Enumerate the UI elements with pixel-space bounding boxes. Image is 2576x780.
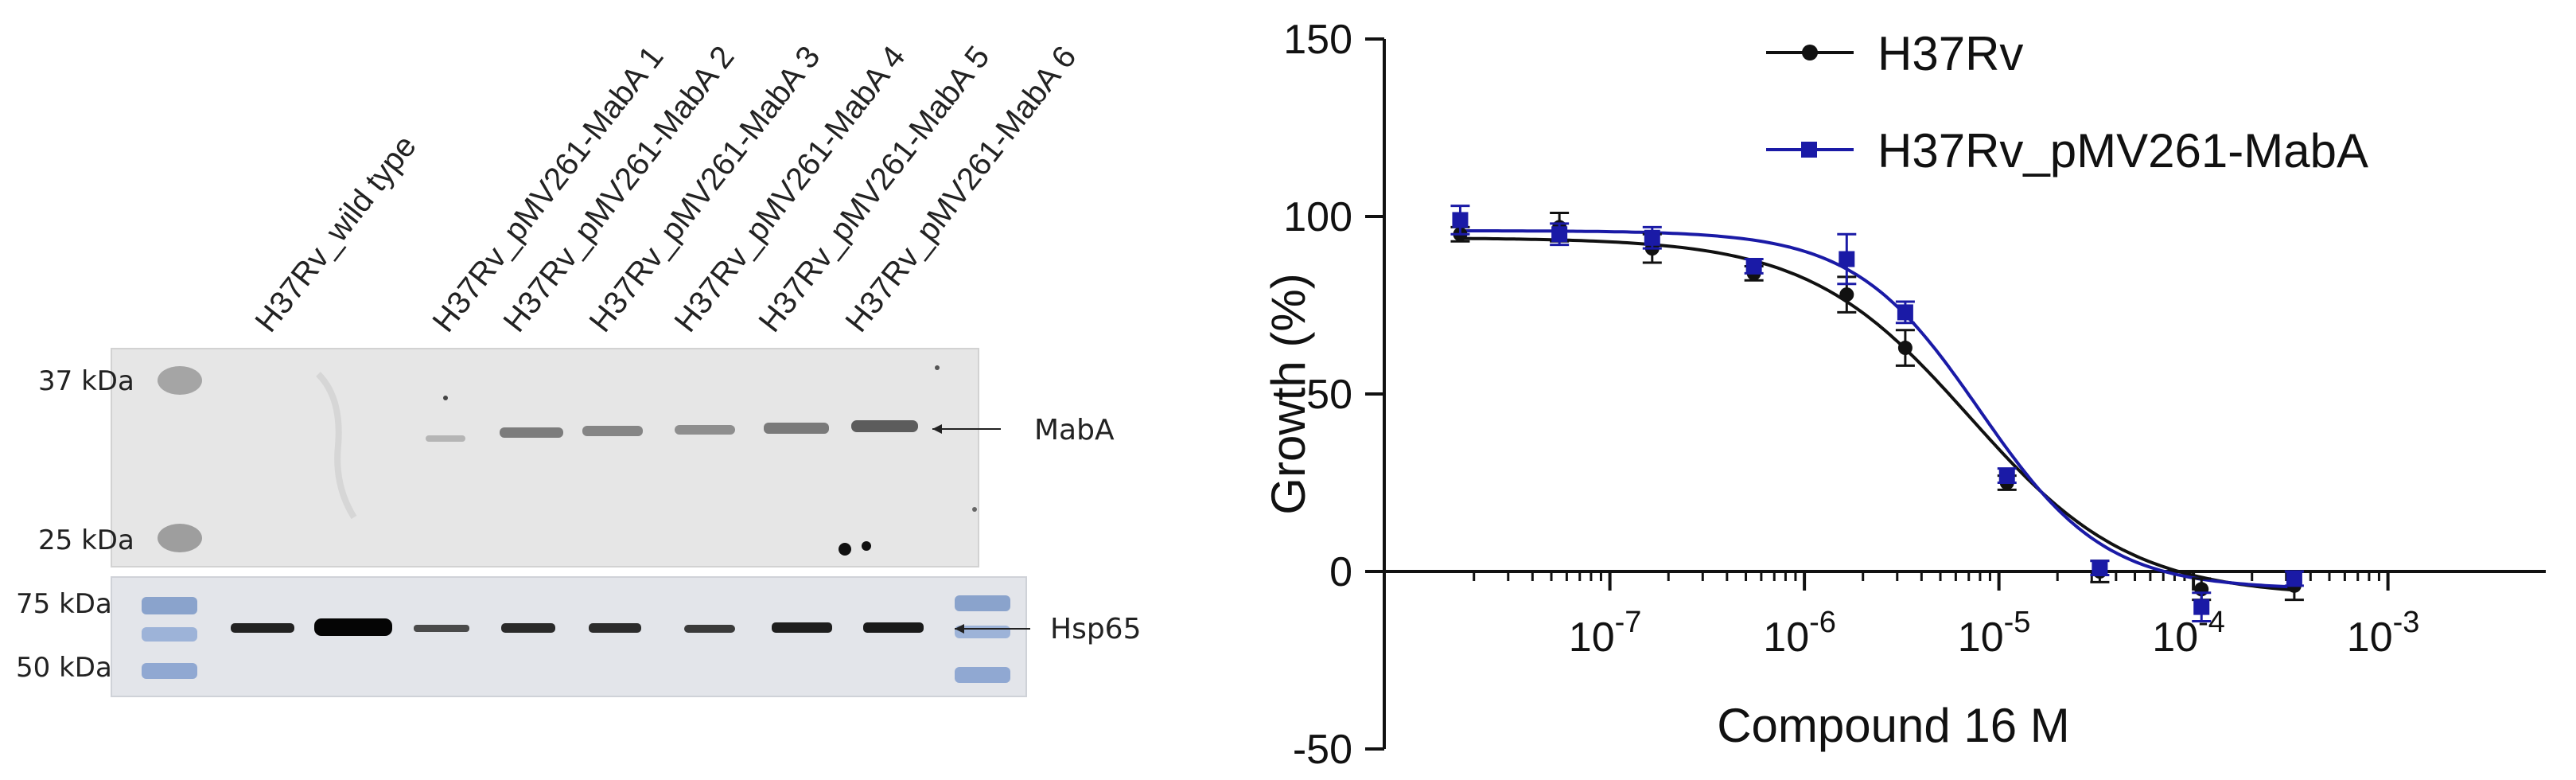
y-axis-title: Growth (%) (1262, 273, 1315, 514)
point-series-1-6 (1998, 467, 2015, 484)
chart-legend: H37Rv H37Rv_pMV261-MabA (1766, 27, 2368, 177)
point-series-0-5 (1897, 341, 1913, 356)
hsp65-band-1 (414, 625, 469, 632)
point-series-1-0 (1452, 212, 1469, 228)
legend-marker-0 (1802, 45, 1818, 60)
x-tick-label--6: 10-6 (1763, 606, 1836, 661)
mw-marker-50: 50 kDa (16, 652, 112, 684)
x-tick-label--4: 10-4 (2152, 606, 2225, 661)
point-series-1-8 (2193, 599, 2210, 615)
y-tick-label-0: 0 (1329, 549, 1352, 595)
hsp65-band-2 (501, 623, 555, 633)
mabA-band-4 (675, 425, 735, 435)
hsp65-band-wt (231, 623, 294, 633)
point-series-0-4 (1839, 287, 1854, 302)
mabA-band-6 (851, 420, 918, 432)
ladder-spot-25 (158, 524, 202, 552)
fit-curve-series-1 (1460, 229, 2294, 589)
point-series-1-9 (2286, 570, 2302, 587)
point-series-1-1 (1551, 226, 1568, 243)
hsp65-band-5 (772, 622, 832, 633)
blot-membrane-top (111, 349, 979, 567)
mw-marker-37: 37 kDa (38, 365, 134, 397)
mabA-band-2 (500, 427, 563, 438)
lane-label-wild-type: H37Rv_wild type (248, 129, 422, 339)
mabA-band-3 (582, 426, 643, 436)
mabA-band-5 (764, 423, 829, 434)
blot-membrane-bottom (111, 577, 1026, 696)
point-series-1-2 (1644, 229, 1660, 246)
legend-marker-1 (1801, 142, 1817, 158)
western-blot: H37Rv_wild type H37Rv_pMV261-MabA 1 H37R… (16, 40, 1142, 697)
x-tick-label--7: 10-7 (1569, 606, 1642, 661)
fit-curve-series-0 (1460, 236, 2295, 592)
hsp65-band-label: Hsp65 (1050, 613, 1142, 645)
point-series-1-4 (1839, 251, 1855, 267)
mw-marker-75: 75 kDa (16, 588, 112, 620)
y-tick-label-50: 50 (1306, 372, 1352, 418)
data-points (1450, 205, 2304, 622)
mabA-band-label: MabA (1034, 414, 1115, 447)
y-tick-label-150: 150 (1283, 17, 1352, 63)
hsp65-band-wt-2 (314, 618, 392, 636)
ladder-spot-37 (158, 366, 202, 395)
x-tick-label--3: 10-3 (2347, 606, 2420, 661)
mabA-band-1 (426, 435, 465, 442)
chart-axes: -50 0 50 100 150 10-7 10-6 10-5 10-4 10-3 (1283, 17, 2546, 773)
y-tick-label-100: 100 (1283, 194, 1352, 240)
hsp65-band-6 (863, 622, 924, 633)
point-series-1-5 (1897, 304, 1913, 321)
hsp65-band-3 (589, 623, 641, 633)
hsp65-band-4 (684, 625, 735, 633)
legend-label-1: H37Rv_pMV261-MabA (1878, 124, 2368, 177)
blot-panel-mabA: 37 kDa 25 kDa MabA (38, 348, 1115, 567)
point-series-1-3 (1745, 258, 1762, 275)
lane-labels: H37Rv_wild type H37Rv_pMV261-MabA 1 H37R… (248, 40, 1083, 339)
x-axis-title: Compound 16 M (1717, 699, 2070, 752)
x-tick-label--5: 10-5 (1958, 606, 2031, 661)
legend-label-0: H37Rv (1878, 27, 2023, 80)
fit-curves (1460, 229, 2295, 592)
y-tick-label--50: -50 (1293, 727, 1352, 773)
point-series-1-7 (2092, 560, 2108, 576)
blot-panel-hsp65: 75 kDa 50 kDa Hsp65 (16, 576, 1142, 697)
mw-marker-25: 25 kDa (38, 525, 134, 556)
